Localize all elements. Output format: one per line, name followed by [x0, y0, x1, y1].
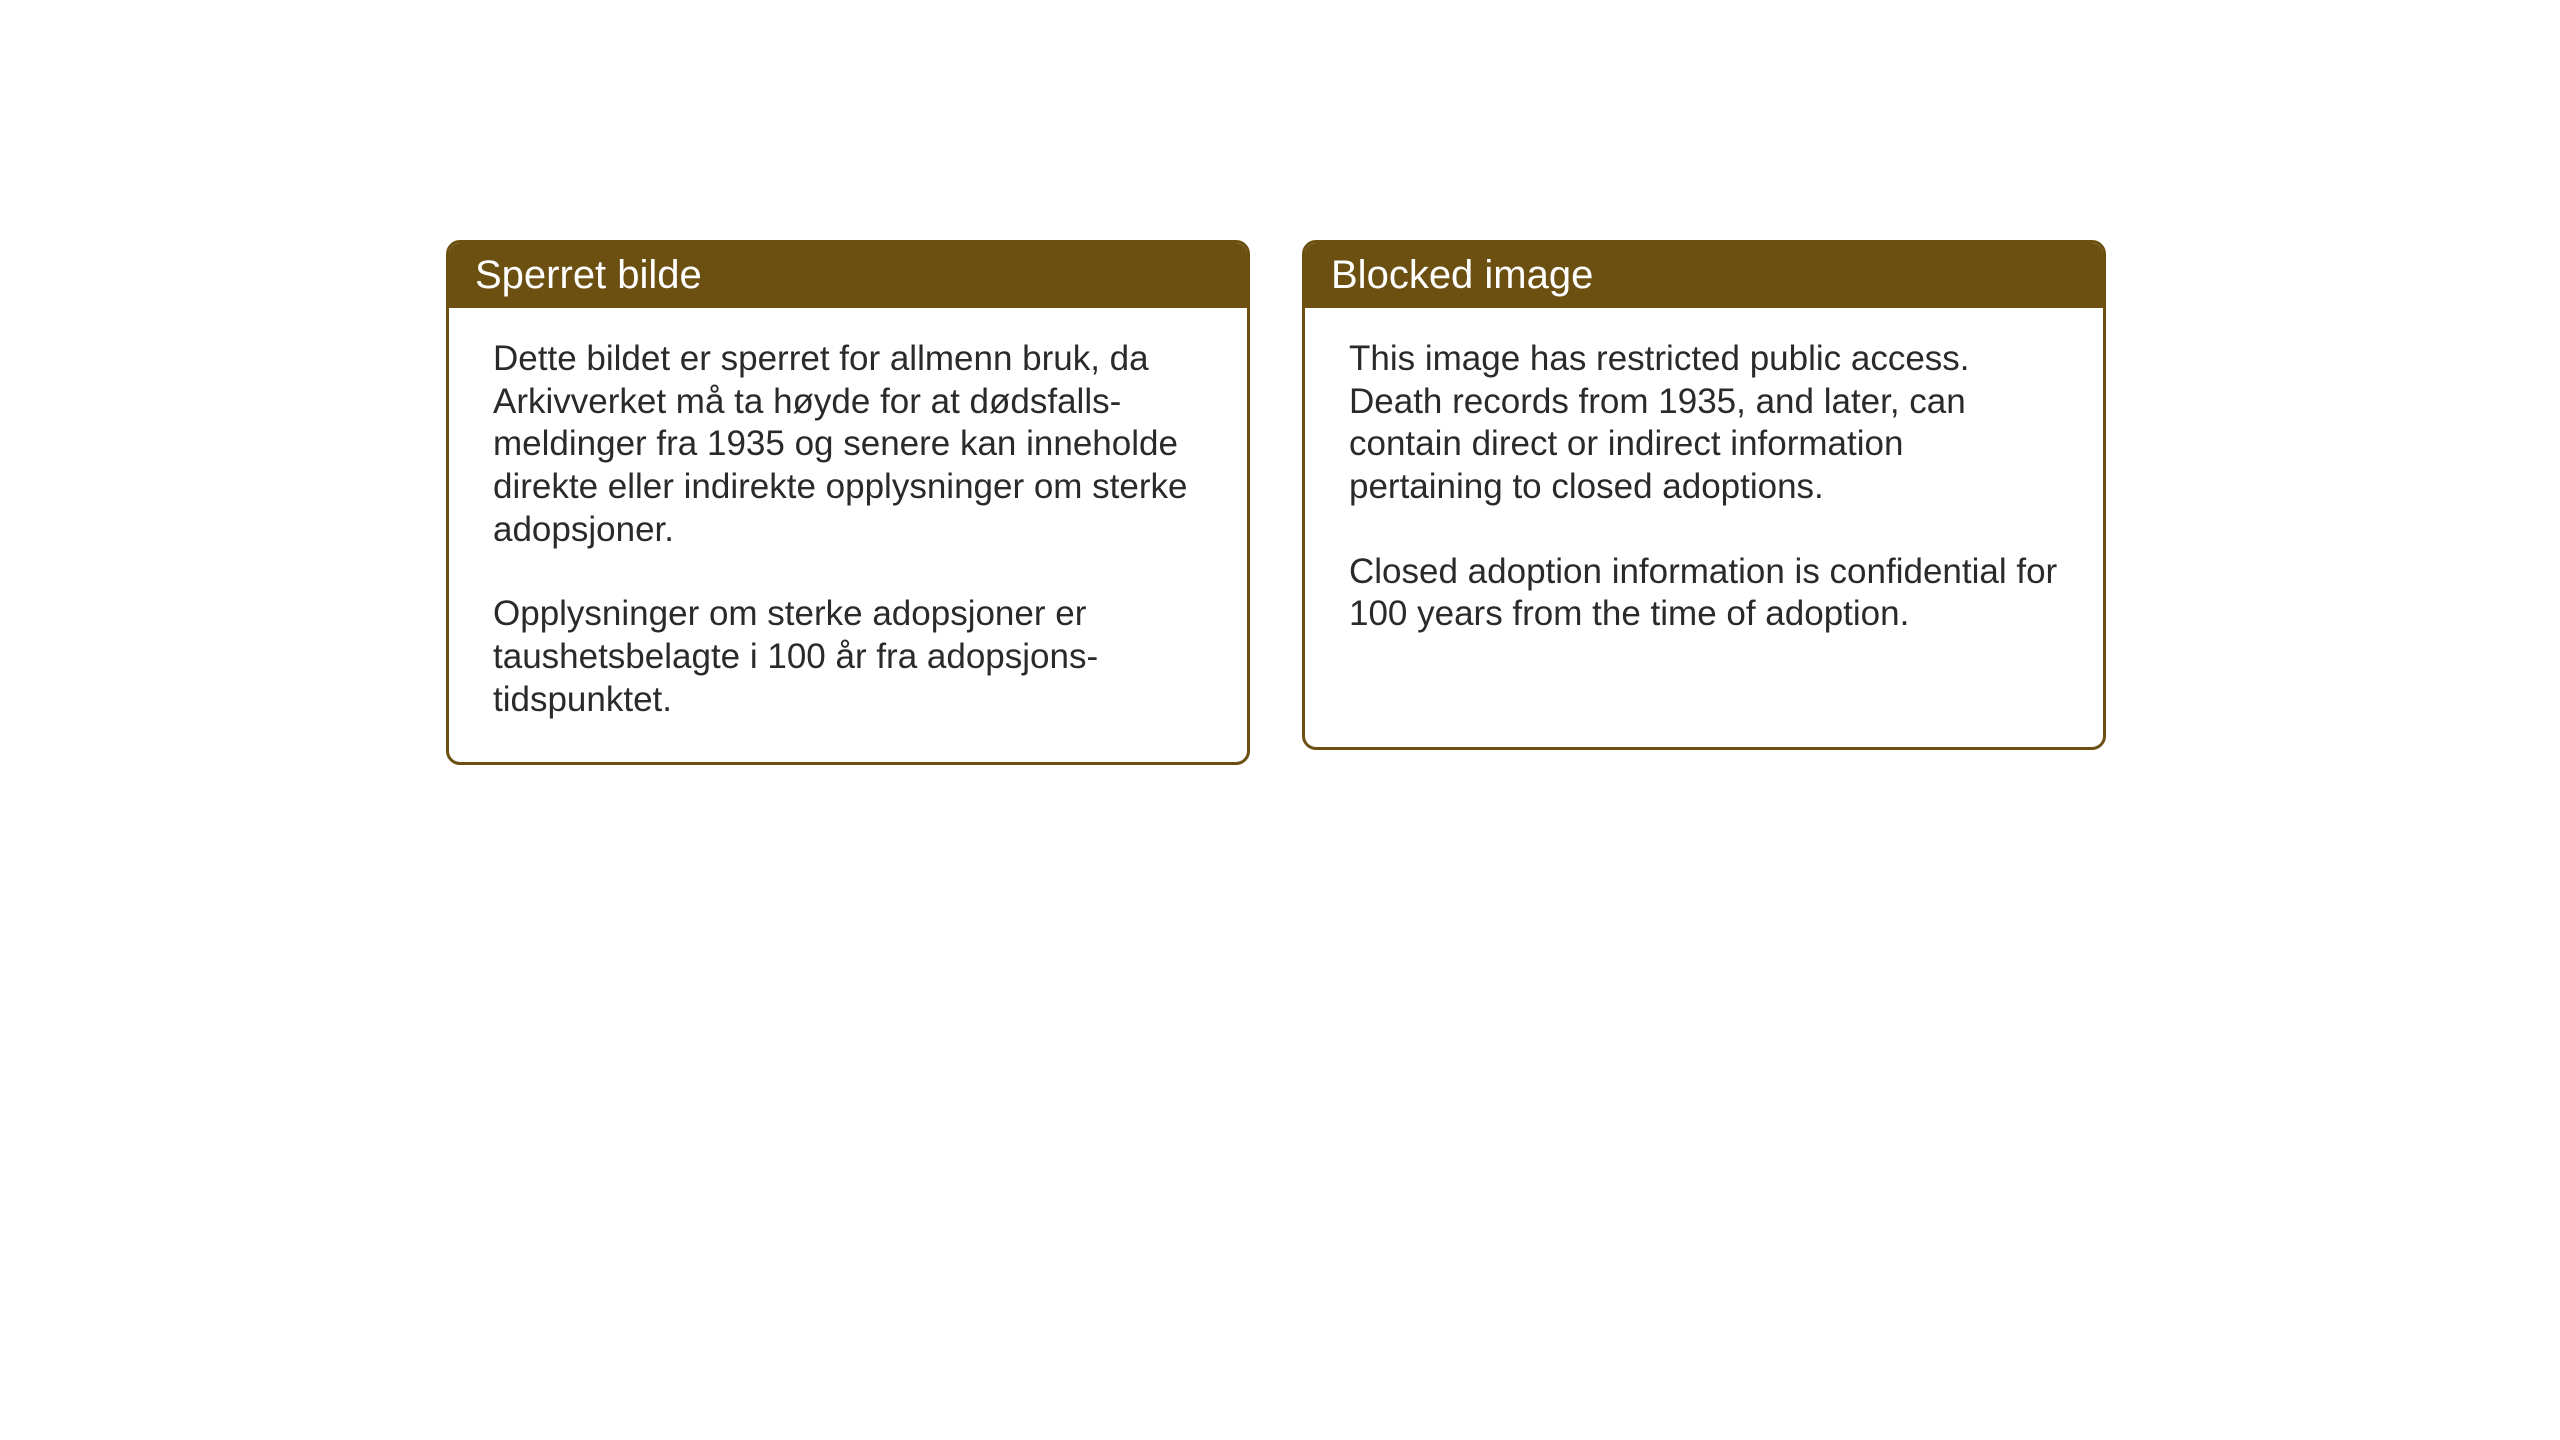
card-norwegian: Sperret bilde Dette bildet er sperret fo… — [446, 240, 1250, 765]
card-english: Blocked image This image has restricted … — [1302, 240, 2106, 750]
card-norwegian-para2: Opplysninger om sterke adopsjoner er tau… — [493, 593, 1203, 721]
card-english-para1: This image has restricted public access.… — [1349, 338, 2059, 509]
card-english-header: Blocked image — [1305, 243, 2103, 308]
card-english-para2: Closed adoption information is confident… — [1349, 551, 2059, 636]
card-english-body: This image has restricted public access.… — [1305, 308, 2103, 676]
cards-container: Sperret bilde Dette bildet er sperret fo… — [446, 240, 2106, 765]
card-norwegian-header: Sperret bilde — [449, 243, 1247, 308]
card-norwegian-para1: Dette bildet er sperret for allmenn bruk… — [493, 338, 1203, 551]
card-norwegian-body: Dette bildet er sperret for allmenn bruk… — [449, 308, 1247, 762]
